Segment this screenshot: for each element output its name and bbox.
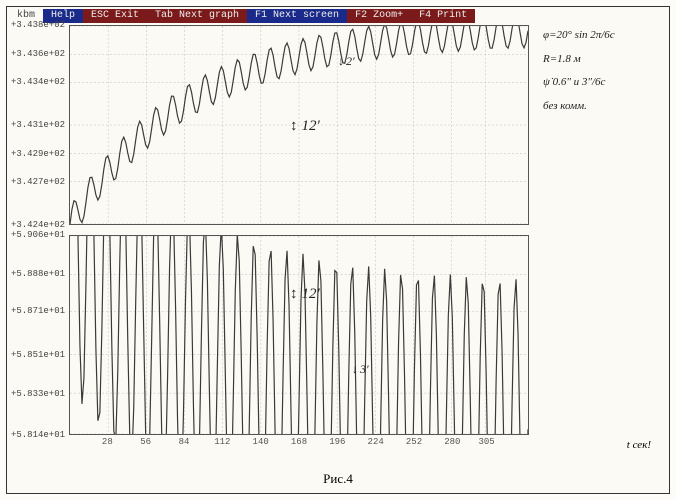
plot-top: 12′ 2′ xyxy=(69,25,529,225)
xtick-label: 84 xyxy=(179,437,190,447)
xtick-label: 168 xyxy=(291,437,307,447)
note-phi: φ=20° sin 2π/6c xyxy=(543,27,663,45)
ytick-label: +3.424e+02 xyxy=(11,220,65,230)
chart-top: +3.424e+02+3.427e+02+3.429e+02+3.431e+02… xyxy=(69,25,529,225)
ytick-label: +3.436e+02 xyxy=(11,49,65,59)
xtick-label: 28 xyxy=(102,437,113,447)
ytick-label: +5.814e+01 xyxy=(11,430,65,440)
ytick-label: +5.906e+01 xyxy=(11,230,65,240)
figure-caption: Рис.4 xyxy=(7,471,669,487)
ytick-label: +5.851e+01 xyxy=(11,350,65,360)
ytick-label: +3.434e+02 xyxy=(11,77,65,87)
ytick-label: +3.427e+02 xyxy=(11,177,65,187)
app-frame: kbm HelpESC ExitTab Next graphF1 Next sc… xyxy=(6,6,670,494)
annotation-12prime-bottom: 12′ xyxy=(290,286,320,303)
ytick-label: +5.871e+01 xyxy=(11,306,65,316)
xtick-label: 224 xyxy=(368,437,384,447)
chart-bottom: +5.814e+01+5.833e+01+5.851e+01+5.871e+01… xyxy=(69,235,529,435)
annotation-2prime: 2′ xyxy=(338,54,355,69)
note-bez: без комм. xyxy=(543,98,663,116)
xtick-label: 112 xyxy=(214,437,230,447)
annotation-3prime: 3′ xyxy=(352,362,369,377)
ytick-label: +3.438e+02 xyxy=(11,20,65,30)
menubar: HelpESC ExitTab Next graphF1 Next screen… xyxy=(43,9,529,23)
menu-item[interactable]: ESC Exit xyxy=(83,9,147,23)
plot-bottom: 12′ 3′ xyxy=(69,235,529,435)
xaxis-labels: 28 56 84 112 140 168 196 224 252 280 305 xyxy=(69,437,529,451)
menu-item[interactable]: F1 Next screen xyxy=(247,9,347,23)
yaxis-labels-top: +3.424e+02+3.427e+02+3.429e+02+3.431e+02… xyxy=(13,25,67,225)
xtick-label: 280 xyxy=(444,437,460,447)
note-psi: ψ̇ 0.6″ и 3″/6c xyxy=(543,74,663,92)
ytick-label: +3.429e+02 xyxy=(11,149,65,159)
ytick-label: +5.833e+01 xyxy=(11,389,65,399)
annotation-12prime-top: 12′ xyxy=(290,118,320,135)
xtick-label: 305 xyxy=(478,437,494,447)
x-unit-label: t сек! xyxy=(627,439,651,451)
note-r: R=1.8 м xyxy=(543,51,663,69)
handwritten-notes: φ=20° sin 2π/6c R=1.8 м ψ̇ 0.6″ и 3″/6c … xyxy=(543,27,663,121)
xtick-label: 140 xyxy=(253,437,269,447)
xtick-label: 196 xyxy=(329,437,345,447)
menu-item[interactable]: Tab Next graph xyxy=(147,9,247,23)
xtick-label: 252 xyxy=(406,437,422,447)
menu-item[interactable]: F4 Print xyxy=(411,9,475,23)
ytick-label: +5.888e+01 xyxy=(11,269,65,279)
menu-item[interactable]: F2 Zoom+ xyxy=(347,9,411,23)
xtick-label: 56 xyxy=(140,437,151,447)
ytick-label: +3.431e+02 xyxy=(11,120,65,130)
yaxis-labels-bottom: +5.814e+01+5.833e+01+5.851e+01+5.871e+01… xyxy=(13,235,67,435)
